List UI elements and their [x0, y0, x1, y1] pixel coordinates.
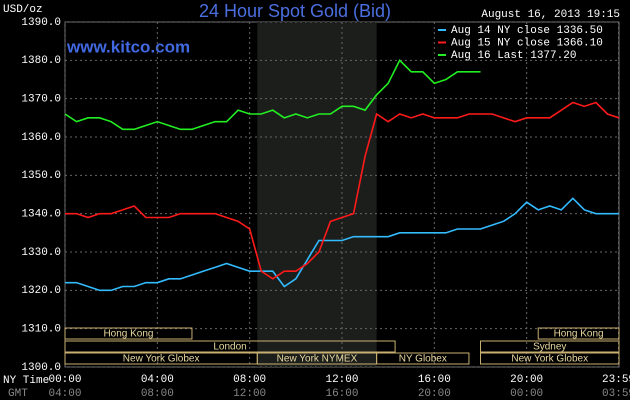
- session-box: [64, 340, 396, 353]
- y-tick-label: 1390.0: [21, 17, 61, 29]
- session-label: New York Globex: [123, 354, 200, 365]
- session-box: [480, 352, 620, 365]
- y-tick-label: 1320.0: [21, 285, 61, 297]
- x2-tick-label: 20:00: [418, 388, 451, 400]
- legend-label: Aug 16 Last 1377.20: [451, 50, 576, 62]
- price-line: [64, 58, 481, 131]
- session-label: Sydney: [533, 342, 566, 353]
- session-label: Hong Kong: [554, 329, 604, 340]
- y-tick-label: 1370.0: [21, 94, 61, 106]
- x-tick-label: 16:00: [418, 374, 451, 386]
- session-label: NY Globex: [399, 354, 447, 365]
- timestamp: August 16, 2013 19:15: [481, 9, 620, 21]
- session-box: [376, 352, 470, 365]
- x-tick-label: 00:00: [48, 374, 81, 386]
- x-tick-label: 08:00: [233, 374, 266, 386]
- x2-axis-label: GMT: [8, 388, 28, 400]
- x-tick-label: 20:00: [510, 374, 543, 386]
- subtitle: www.kitco.com: [66, 37, 190, 56]
- shaded-range: [257, 22, 377, 367]
- y-tick-label: 1360.0: [21, 132, 61, 144]
- x2-tick-label: 03:59: [602, 388, 630, 400]
- session-label: London: [213, 342, 246, 353]
- session-label: New York NYMEX: [277, 354, 358, 365]
- x2-tick-label: 00:00: [510, 388, 543, 400]
- y-tick-label: 1300.0: [21, 362, 61, 374]
- x-tick-label: 23:59: [602, 374, 630, 386]
- session-label: Hong Kong: [103, 329, 153, 340]
- session-box: [537, 327, 620, 340]
- legend-label: Aug 14 NY close 1336.50: [451, 25, 603, 37]
- chart-title: 24 Hour Spot Gold (Bid): [199, 1, 391, 21]
- session-label: New York Globex: [511, 354, 588, 365]
- session-box: [480, 340, 620, 353]
- x-axis-label: NY Time: [3, 375, 49, 387]
- y-tick-label: 1310.0: [21, 324, 61, 336]
- price-line: [65, 101, 620, 280]
- x-tick-label: 04:00: [141, 374, 174, 386]
- y-tick-label: 1330.0: [21, 247, 61, 259]
- session-box: [64, 327, 193, 340]
- y-tick-label: 1340.0: [21, 209, 61, 221]
- x2-tick-label: 12:00: [233, 388, 266, 400]
- price-line: [65, 197, 619, 292]
- y-axis-label: USD/oz: [3, 4, 43, 16]
- x2-tick-label: 16:00: [325, 388, 358, 400]
- y-tick-label: 1380.0: [21, 55, 61, 67]
- x2-tick-label: 04:00: [48, 388, 81, 400]
- x2-tick-label: 08:00: [141, 388, 174, 400]
- legend-label: Aug 15 NY close 1366.10: [451, 37, 603, 49]
- y-tick-label: 1350.0: [21, 170, 61, 182]
- x-tick-label: 12:00: [325, 374, 358, 386]
